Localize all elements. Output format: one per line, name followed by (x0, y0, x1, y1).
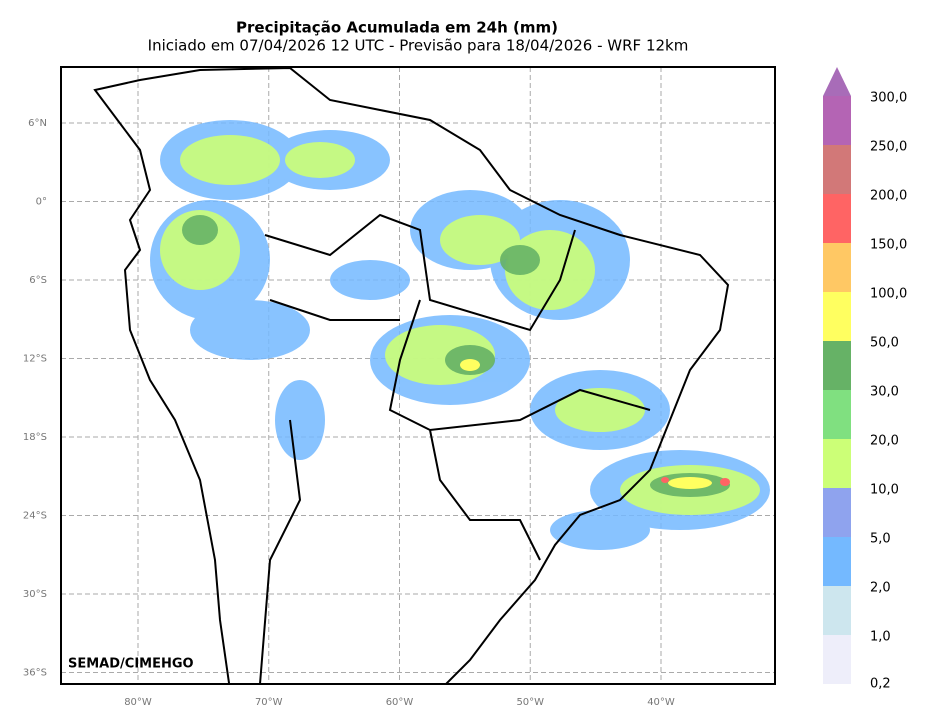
colorbar-segment (823, 341, 851, 390)
colorbar-label: 250,0 (870, 140, 907, 155)
colorbar-label: 30,0 (870, 385, 899, 400)
title: Precipitação Acumulada em 24h (mm) (236, 19, 558, 37)
colorbar-label: 5,0 (870, 532, 891, 547)
colorbar-label: 150,0 (870, 238, 907, 253)
colorbar-segment (823, 537, 851, 586)
colorbar-segment (823, 194, 851, 243)
lat-label: 6°S (29, 275, 47, 286)
colorbar-label: 20,0 (870, 434, 899, 449)
map-frame (60, 66, 776, 685)
colorbar-label: 100,0 (870, 287, 907, 302)
colorbar-label: 0,2 (870, 677, 891, 692)
colorbar-segment (823, 488, 851, 537)
colorbar-label: 2,0 (870, 581, 891, 596)
colorbar-segment (823, 635, 851, 684)
lat-label: 30°S (23, 589, 47, 600)
colorbar-segment (823, 292, 851, 341)
colorbar-label: 50,0 (870, 336, 899, 351)
colorbar-label: 200,0 (870, 189, 907, 204)
colorbar-segment (823, 390, 851, 439)
lat-label: 0° (36, 197, 47, 208)
lat-label: 18°S (23, 432, 47, 443)
lon-label: 60°W (386, 697, 414, 708)
coastline (93, 67, 730, 684)
colorbar-label: 1,0 (870, 630, 891, 645)
watermark: SEMAD/CIMEHGO (68, 657, 194, 672)
colorbar: 0,2 1,0 2,0 5,0 10,0 20,0 30,0 50,0 100,0 150,0 20… (823, 67, 907, 692)
lat-label: 36°S (23, 668, 47, 679)
precipitation (150, 120, 770, 550)
lat-label: 24°S (23, 511, 47, 522)
colorbar-segment (823, 145, 851, 194)
lon-label: 70°W (255, 697, 283, 708)
colorbar-extend (823, 67, 851, 96)
lat-label: 6°N (28, 118, 47, 129)
lon-label: 50°W (516, 697, 544, 708)
lon-label: 80°W (124, 697, 152, 708)
lat-label: 12°S (23, 354, 47, 365)
subtitle: Iniciado em 07/04/2026 12 UTC - Previsão… (148, 37, 689, 55)
colorbar-segment (823, 439, 851, 488)
colorbar-segment (823, 243, 851, 292)
colorbar-label: 300,0 (870, 91, 907, 106)
lon-label: 40°W (647, 697, 675, 708)
colorbar-label: 10,0 (870, 483, 899, 498)
colorbar-segment (823, 586, 851, 635)
colorbar-segment (823, 96, 851, 145)
